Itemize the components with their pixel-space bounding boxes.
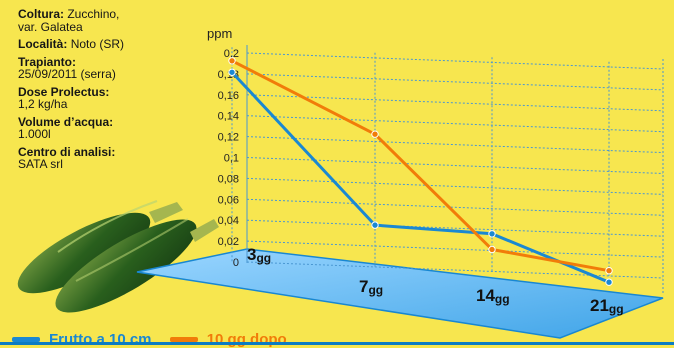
- legend-swatch-blue: [12, 337, 40, 342]
- series-line-frutto: [230, 70, 611, 284]
- zucchini-image: [17, 200, 219, 313]
- trapianto-label: Trapianto:: [18, 54, 77, 69]
- y-tick-label: 0,12: [218, 132, 239, 144]
- coltura-label: Coltura:: [18, 7, 64, 21]
- grid-line: [246, 52, 664, 70]
- point-dopo: [605, 266, 613, 275]
- category-label: 7gg: [359, 277, 383, 297]
- coltura-value-2: var. Galatea: [18, 19, 83, 34]
- category-label: 14gg: [476, 286, 510, 306]
- legend-label-dopo: 10 gg dopo: [206, 331, 287, 348]
- trapianto-row: Trapianto: 25/09/2011 (serra): [18, 54, 188, 81]
- y-tick-label: 0,16: [218, 90, 239, 102]
- y-tick-label: 0: [233, 257, 239, 269]
- volume-label: Volume d’acqua:: [18, 114, 114, 129]
- grid-line: [246, 219, 664, 237]
- volume-row: Volume d’acqua: 1.000l: [18, 114, 188, 141]
- coltura-value-1: Zucchino,: [67, 7, 120, 21]
- grid-line: [246, 94, 664, 112]
- point-frutto: [488, 230, 496, 238]
- centro-label: Centro di analisi:: [18, 144, 116, 159]
- tick-layer: 0,20,180,160,140,120,10,080,060,040,020: [218, 48, 239, 269]
- y-tick-label: 0,2: [224, 48, 239, 60]
- legend-swatch-orange: [169, 337, 198, 342]
- bottom-border: [0, 342, 674, 345]
- coltura-row: Coltura: Zucchino, var. Galatea: [18, 8, 188, 33]
- dose-value: 1,2 kg/ha: [18, 97, 68, 111]
- localita-label: Località:: [18, 37, 68, 51]
- centro-row: Centro di analisi: SATA srl: [18, 144, 188, 171]
- legend-item-dopo: 10 gg dopo: [169, 331, 287, 348]
- grid-line: [246, 261, 664, 279]
- legend-label-frutto: Frutto a 10 cm: [49, 331, 152, 348]
- legend-item-frutto: Frutto a 10 cm: [12, 331, 152, 348]
- y-tick-label: 0,04: [218, 215, 239, 227]
- grid-line: [246, 115, 664, 133]
- dose-row: Dose Prolectus: 1,2 kg/ha: [18, 84, 188, 111]
- base-plane: [136, 248, 664, 339]
- category-label: 3gg: [247, 245, 271, 265]
- series-layer: [228, 57, 613, 286]
- grid-line: [246, 240, 664, 258]
- info-panel: Coltura: Zucchino, var. Galatea Località…: [18, 8, 188, 176]
- grid-line: [246, 73, 664, 91]
- y-tick-label: 0,02: [218, 236, 239, 248]
- y-tick-label: 0,14: [218, 111, 239, 123]
- localita-value: Noto (SR): [70, 37, 125, 51]
- point-dopo: [228, 57, 236, 65]
- y-tick-label: 0,08: [218, 173, 239, 185]
- y-tick-label: 0,06: [218, 194, 239, 206]
- category-layer: 3gg 7gg 14gg 21gg: [247, 245, 624, 316]
- y-tick-label: 0,1: [224, 153, 239, 165]
- point-dopo: [371, 130, 379, 138]
- centro-value: SATA srl: [18, 157, 63, 171]
- point-frutto: [228, 68, 236, 76]
- grid-line: [246, 136, 664, 154]
- volume-value: 1.000l: [18, 127, 51, 141]
- point-dopo: [488, 245, 496, 254]
- trapianto-value: 25/09/2011 (serra): [18, 67, 116, 81]
- point-frutto: [371, 221, 379, 229]
- y-axis-label: ppm: [207, 26, 232, 41]
- grid-line: [246, 198, 664, 216]
- grid-line: [246, 157, 664, 174]
- grid-line: [246, 177, 664, 195]
- localita-row: Località: Noto (SR): [18, 38, 188, 51]
- category-label: 21gg: [590, 296, 624, 316]
- series-line-dopo: [230, 59, 611, 273]
- point-frutto: [605, 278, 613, 286]
- grid-layer: [231, 45, 664, 295]
- dose-label: Dose Prolectus:: [18, 84, 110, 99]
